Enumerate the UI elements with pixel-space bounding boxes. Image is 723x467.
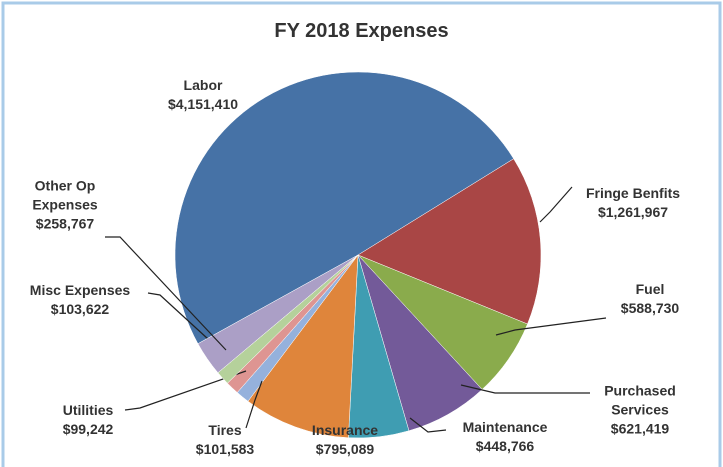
chart-title: FY 2018 Expenses — [274, 20, 449, 42]
data-label: Other Op Expenses $258,767 — [15, 177, 115, 234]
category-label: Fringe Benfits — [585, 185, 681, 201]
value-label: $1,261,967 — [597, 204, 669, 220]
category-label: Misc Expenses — [29, 282, 131, 298]
leader-line — [539, 186, 573, 223]
category-label: Fuel — [635, 281, 665, 297]
value-label: $99,242 — [62, 421, 114, 437]
category-label: Purchased Services — [604, 382, 676, 418]
value-label: $621,419 — [610, 420, 670, 437]
category-label: Utilities — [62, 402, 114, 418]
pie-slice — [247, 254, 359, 439]
value-label: $588,730 — [620, 300, 680, 316]
value-label: $448,766 — [475, 438, 535, 454]
data-label: Fuel $588,730 — [621, 280, 679, 318]
leader-line — [460, 384, 590, 394]
value-label: $101,583 — [195, 441, 255, 457]
category-label: Other Op Expenses — [32, 177, 98, 213]
leader-line — [105, 236, 227, 351]
pie-slice — [197, 254, 359, 374]
leader-line — [124, 370, 247, 411]
data-label: Labor $4,151,410 — [168, 76, 238, 114]
value-label: $258,767 — [35, 215, 95, 232]
pie-slice — [174, 71, 514, 345]
category-label: Insurance — [311, 422, 379, 438]
data-label: Maintenance $448,766 — [463, 418, 548, 456]
leader-line — [495, 317, 607, 336]
category-label: Tires — [208, 422, 242, 438]
data-label: Insurance $795,089 — [312, 421, 378, 459]
leader-line — [409, 417, 447, 433]
category-label: Labor — [183, 77, 223, 93]
data-label: Tires $101,583 — [196, 421, 254, 459]
data-label: Utilities $99,242 — [63, 401, 114, 439]
value-label: $103,622 — [50, 301, 110, 317]
data-label: Purchased Services $621,419 — [590, 382, 690, 439]
data-label: Misc Expenses $103,622 — [30, 281, 130, 319]
value-label: $4,151,410 — [167, 96, 239, 112]
leader-line — [245, 380, 263, 429]
pie-slice — [357, 158, 542, 325]
data-label: Fringe Benfits $1,261,967 — [586, 184, 680, 222]
value-label: $795,089 — [315, 441, 375, 457]
category-label: Maintenance — [462, 419, 548, 435]
